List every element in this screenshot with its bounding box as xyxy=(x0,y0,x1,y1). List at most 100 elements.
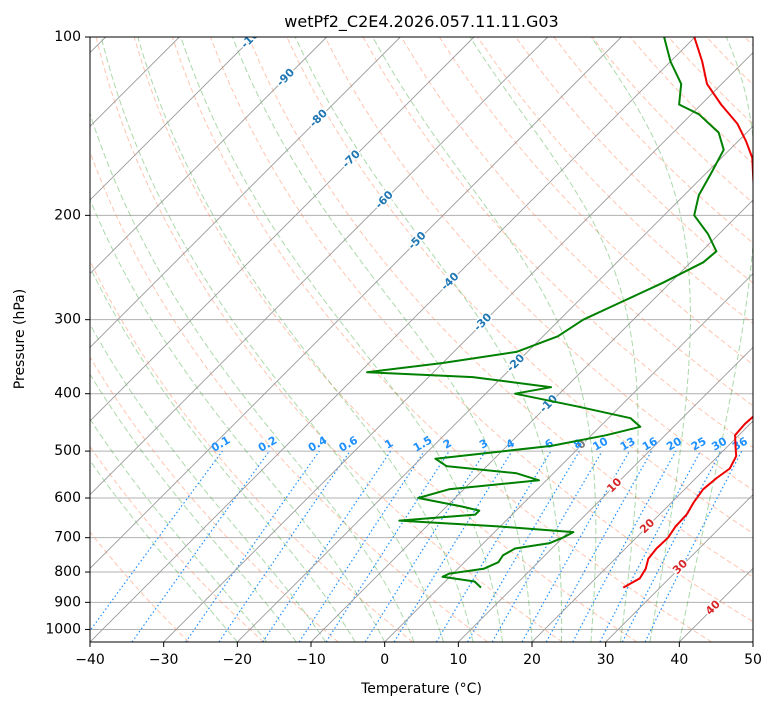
y-tick-label: 600 xyxy=(54,490,81,506)
isotherm-line xyxy=(90,37,254,201)
mixing-ratio-line xyxy=(393,450,513,642)
moist-adiabat xyxy=(90,418,268,642)
mixing-ratio-line xyxy=(90,450,223,632)
x-tick-label: 30 xyxy=(597,652,615,668)
x-tick-label: −30 xyxy=(149,652,179,668)
isotherm-line xyxy=(605,494,753,642)
dry-adiabat xyxy=(95,37,563,642)
x-tick-label: −10 xyxy=(296,652,326,668)
dry-adiabat xyxy=(210,37,753,623)
y-tick-label: 300 xyxy=(54,312,81,328)
skewed-isotherms xyxy=(90,37,753,642)
moist-adiabat xyxy=(678,37,753,642)
moist-adiabat xyxy=(372,37,597,642)
mixing-ratio-labels: 0.1 0.2 0.4 0.6 1 1.5 2 3 4 6 8 10 13 16 20 25 30 36 xyxy=(209,433,750,454)
isotherm-line xyxy=(531,420,753,642)
pressure-grid xyxy=(90,36,753,630)
mixing-ratio-line xyxy=(521,450,631,642)
isotherm-line xyxy=(90,37,548,496)
isotherm-label: -90 xyxy=(274,66,297,89)
isotherm-label: -80 xyxy=(307,106,330,129)
dry-adiabat xyxy=(324,37,753,491)
moist-adiabat xyxy=(90,459,238,642)
temperature-profile xyxy=(622,37,753,589)
isotherm-line xyxy=(90,37,696,642)
x-tick-label: −20 xyxy=(223,652,253,668)
mixing-ratio-label: 1 xyxy=(382,437,395,452)
isotherm-label: -20 xyxy=(504,351,527,374)
isotherm-line xyxy=(384,273,753,642)
isotherm-label: -70 xyxy=(340,147,363,170)
mixing-ratio-line xyxy=(545,450,653,642)
dry-adiabat xyxy=(744,37,753,47)
y-tick-label: 500 xyxy=(54,443,81,459)
y-tick-label: 400 xyxy=(54,386,81,402)
dry-adiabat xyxy=(477,37,753,325)
dry-adiabat xyxy=(668,37,753,125)
mixing-ratio-line xyxy=(644,450,743,642)
moist-adiabat xyxy=(137,37,474,642)
dewpoint-profile xyxy=(366,37,725,589)
isotherm-label: -10 xyxy=(537,392,560,415)
isotherm-line xyxy=(752,641,753,642)
mixing-ratio-label: 3 xyxy=(477,437,490,452)
isotherm-line xyxy=(90,37,327,275)
x-tick-label: 0 xyxy=(380,652,389,668)
isotherm-line xyxy=(458,346,753,642)
isotherm-line xyxy=(310,199,753,642)
moist-adiabat xyxy=(100,37,445,642)
isotherm-line xyxy=(90,37,401,348)
y-axis-ticks: 100 200 300 400 500 600 700 800 900 1000 xyxy=(45,29,90,637)
dry-adiabat xyxy=(515,37,753,284)
moist-adiabat xyxy=(231,37,533,642)
isotherm-label: 30 xyxy=(670,557,690,577)
x-tick-label: 40 xyxy=(670,652,688,668)
moist-adiabat xyxy=(294,37,563,642)
moist-adiabat xyxy=(590,37,691,642)
moist-adiabat xyxy=(90,266,356,642)
y-tick-label: 100 xyxy=(54,29,81,45)
moist-adiabat xyxy=(90,323,327,642)
mixing-ratio-line xyxy=(298,450,425,642)
y-tick-label: 1000 xyxy=(45,621,81,637)
mixing-ratio-line xyxy=(185,450,320,642)
y-tick-label: 800 xyxy=(54,564,81,580)
isotherm-line xyxy=(679,567,753,642)
mixing-ratio-label: 2 xyxy=(441,437,454,452)
mixing-ratio-line xyxy=(572,450,677,642)
x-tick-label: 10 xyxy=(449,652,467,668)
isotherm-label: -60 xyxy=(373,188,396,211)
y-tick-label: 900 xyxy=(54,594,81,610)
dry-adiabat xyxy=(90,531,190,642)
dry-adiabat xyxy=(90,445,264,642)
dry-adiabat xyxy=(248,37,753,578)
profile-series xyxy=(366,37,753,589)
mixing-ratio-line xyxy=(218,450,351,642)
mixing-ratio-label: 6 xyxy=(543,436,556,451)
isotherm-line xyxy=(163,52,753,642)
dry-adiabat xyxy=(591,37,753,204)
plot-frame xyxy=(89,36,754,643)
mixing-ratio-lines xyxy=(90,450,743,642)
mixing-ratio-line xyxy=(325,450,450,642)
x-tick-label: 20 xyxy=(523,652,541,668)
moist-adiabat xyxy=(90,111,415,642)
moist-adiabat xyxy=(469,37,639,642)
isotherm-line xyxy=(90,37,475,422)
chart-title: wetPf2_C2E4.2026.057.11.11.G03 xyxy=(284,12,558,32)
dry-adiabat xyxy=(90,356,339,642)
isotherm-label: -30 xyxy=(471,310,494,333)
mixing-ratio-line xyxy=(262,450,392,642)
x-tick-label: 50 xyxy=(744,652,762,668)
moist-adiabat xyxy=(90,198,386,642)
mixing-ratio-line xyxy=(621,450,722,642)
dry-adiabat xyxy=(171,37,712,642)
dry-adiabat xyxy=(133,37,638,642)
dry-adiabat xyxy=(438,37,753,366)
isotherm-label: 10 xyxy=(604,475,624,495)
y-axis-label: Pressure (hPa) xyxy=(12,289,28,389)
x-axis-ticks: −40 −30 −20 −10 0 10 20 30 40 50 xyxy=(75,642,762,668)
y-tick-label: 700 xyxy=(54,530,81,546)
isotherm-line xyxy=(90,37,622,569)
